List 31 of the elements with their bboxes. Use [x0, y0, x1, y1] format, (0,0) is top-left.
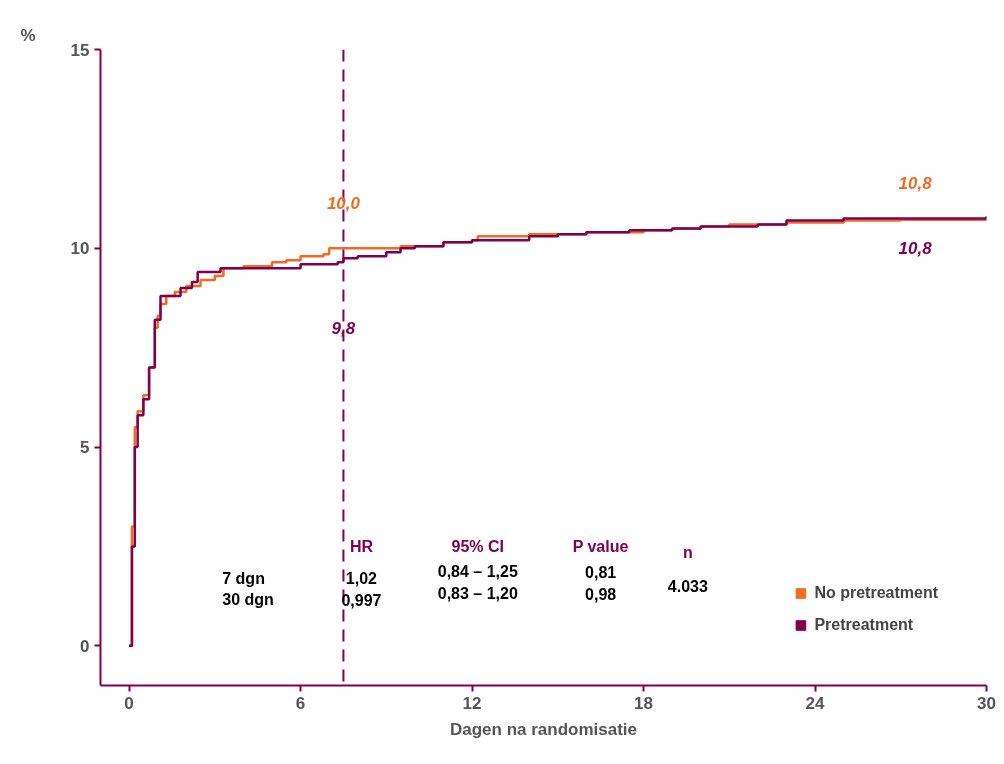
x-tick-label: 12 [462, 693, 482, 713]
x-tick-label: 6 [295, 693, 306, 713]
annotation: 0,83 – 1,20 [437, 585, 518, 603]
y-tick-label: 10 [70, 239, 90, 259]
annotation: n [682, 543, 693, 561]
x-tick-label: 18 [634, 693, 653, 713]
y-tick-label: 0 [80, 636, 90, 656]
x-tick-label: 30 [977, 693, 996, 713]
annotation: 0,81 [585, 563, 617, 581]
annotation: 10,0 [326, 193, 361, 213]
annotation: P value [572, 538, 629, 556]
annotation: 95% CI [451, 538, 504, 556]
annotation: 1,02 [345, 570, 378, 588]
annotation: 30 dgn [222, 591, 274, 609]
annotation: 4.033 [667, 578, 708, 596]
annotation: HR [349, 538, 374, 556]
x-tick-label: 24 [805, 693, 826, 713]
x-axis-title: Dagen na randomisatie [449, 719, 638, 739]
legend-label: No pretreatment [814, 584, 938, 602]
x-tick-label: 0 [124, 693, 134, 713]
annotation: 0,997 [341, 591, 382, 609]
legend-label: Pretreatment [814, 616, 914, 634]
annotation: 10,8 [898, 173, 933, 193]
y-tick-label: 15 [70, 40, 90, 60]
annotation: 0,98 [585, 585, 617, 603]
annotation: 7 dgn [222, 569, 265, 587]
annotation: 9,8 [331, 318, 356, 338]
annotation: 10,8 [898, 239, 933, 259]
y-tick-label: 5 [80, 438, 90, 457]
y-axis-title: % [20, 25, 36, 45]
annotation: 0,84 – 1,25 [437, 563, 518, 581]
